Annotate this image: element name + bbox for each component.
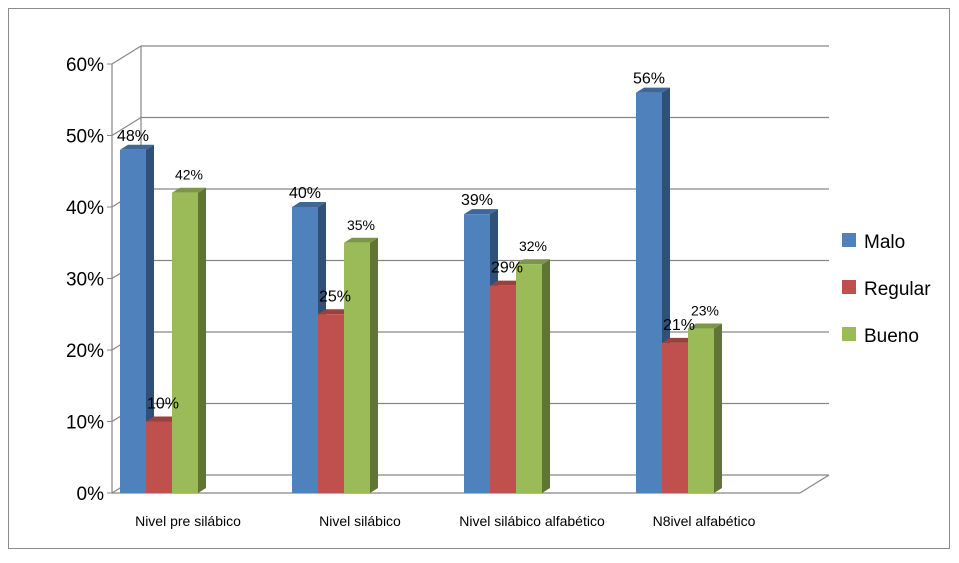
legend-swatch [842, 327, 856, 341]
y-tick-label: 0% [77, 484, 105, 505]
y-tick-label: 40% [66, 198, 104, 219]
gridline-side [111, 45, 142, 65]
x-tick-label: N8ivel alfabético [653, 513, 756, 529]
y-tick-label: 60% [66, 55, 104, 76]
data-label: 21% [663, 317, 695, 334]
data-label: 39% [461, 192, 493, 209]
y-tick-label: 50% [66, 127, 104, 148]
legend-label: Regular [864, 279, 931, 300]
legend-item-regular: Regular [842, 279, 931, 300]
data-label: 25% [319, 288, 351, 305]
y-tick-label: 20% [66, 341, 104, 362]
legend: Malo Regular Bueno [842, 232, 931, 347]
data-label: 32% [519, 238, 547, 254]
bar-bueno-3 [688, 323, 722, 493]
data-label: 10% [147, 396, 179, 413]
data-label: 42% [175, 167, 203, 183]
bars [120, 87, 722, 494]
legend-label: Malo [864, 232, 905, 253]
data-labels: 48% 10% 42% 40% 25% 35% 39% 29% 32% 56% 21%23% [117, 71, 719, 413]
legend-swatch [842, 280, 856, 294]
bar-bueno-1 [344, 237, 378, 493]
y-tick-label: 30% [66, 270, 104, 291]
legend-label: Bueno [864, 326, 919, 347]
x-axis-ticks: Nivel pre silábico Nivel silábico Nivel si… [135, 513, 755, 529]
y-tick-label: 10% [66, 413, 104, 434]
bar-bueno-2 [516, 259, 550, 493]
x-tick-label: Nivel silábico alfabético [459, 513, 605, 529]
bar-bueno-0 [172, 187, 206, 493]
gridline-side [111, 116, 142, 137]
legend-swatch [842, 233, 856, 247]
data-label: 56% [633, 71, 665, 88]
x-tick-label: Nivel silábico [319, 513, 401, 529]
bar-malo-0 [120, 144, 154, 494]
x-tick-label: Nivel pre silábico [135, 513, 241, 529]
legend-item-bueno: Bueno [842, 326, 919, 347]
data-label: 23% [691, 303, 719, 319]
floor-right-edge [799, 474, 830, 494]
data-label: 48% [117, 128, 149, 145]
data-label: 35% [347, 217, 375, 233]
y-axis-ticks: 0% 10% 20% 30% 40% 50% 60% [66, 55, 104, 505]
data-label: 29% [491, 260, 523, 277]
data-label: 40% [289, 185, 321, 202]
legend-item-malo: Malo [842, 232, 905, 253]
